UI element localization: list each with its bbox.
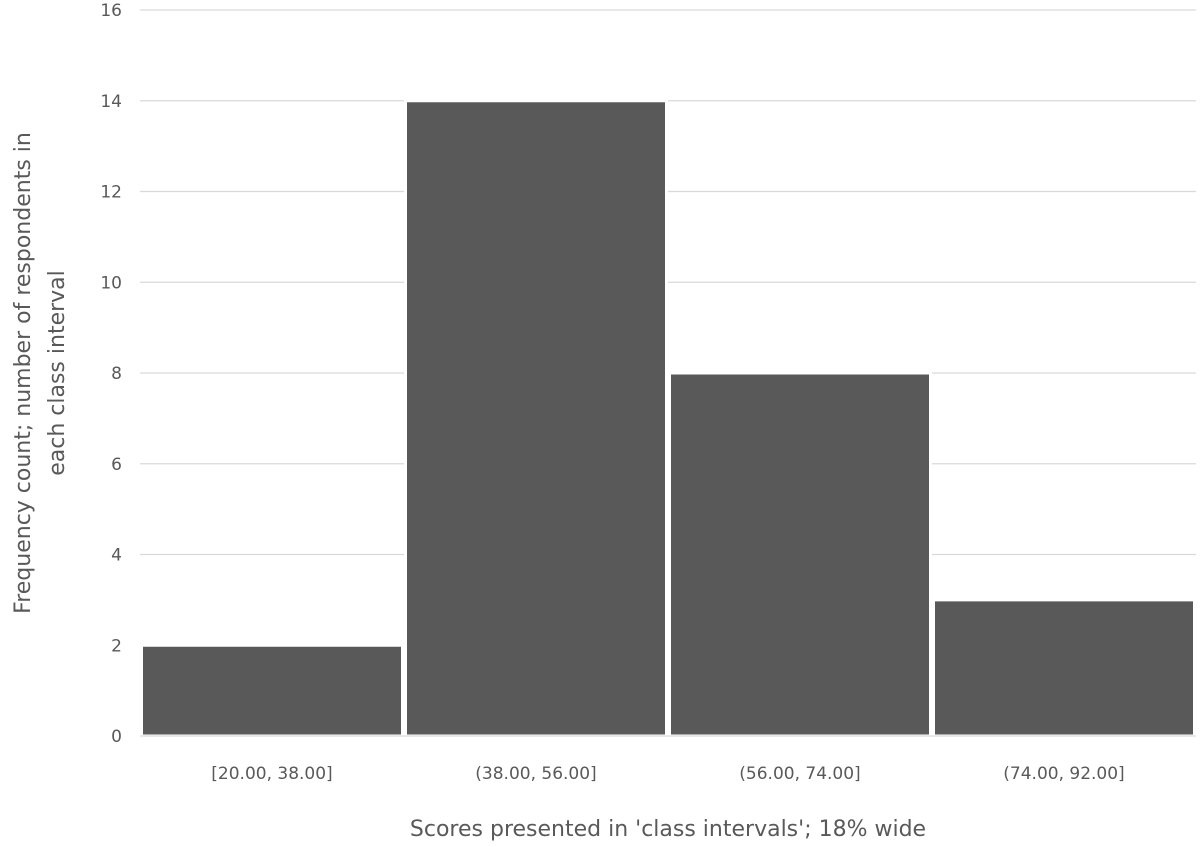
y-axis-title-line-2: each class interval [45, 270, 70, 476]
y-tick-label: 10 [100, 273, 122, 293]
y-tick-label: 0 [111, 727, 122, 747]
x-axis-category-labels: [20.00, 38.00] (38.00, 56.00] (56.00, 74.0… [211, 764, 1124, 784]
x-axis-title: Scores presented in 'class intervals'; 1… [410, 817, 926, 842]
y-tick-label: 2 [111, 636, 122, 656]
y-tick-label: 6 [111, 455, 122, 475]
y-tick-label: 14 [100, 92, 122, 112]
y-axis-title: Frequency count; number of respondents i… [11, 132, 70, 614]
x-category-label: (38.00, 56.00] [475, 764, 596, 784]
x-category-label: [20.00, 38.00] [211, 764, 332, 784]
x-category-label: (74.00, 92.00] [1003, 764, 1124, 784]
bar [140, 643, 404, 738]
bar [404, 99, 668, 738]
y-tick-label: 4 [111, 546, 122, 566]
x-category-label: (56.00, 74.00] [739, 764, 860, 784]
y-tick-label: 12 [100, 183, 122, 203]
y-axis-tick-labels: 0 2 4 6 8 10 12 14 16 [100, 1, 122, 747]
y-tick-label: 16 [100, 1, 122, 21]
bar [668, 371, 932, 738]
bar [932, 598, 1196, 738]
y-tick-label: 8 [111, 364, 122, 384]
bars [140, 99, 1196, 738]
y-axis-title-line-1: Frequency count; number of respondents i… [11, 132, 36, 614]
